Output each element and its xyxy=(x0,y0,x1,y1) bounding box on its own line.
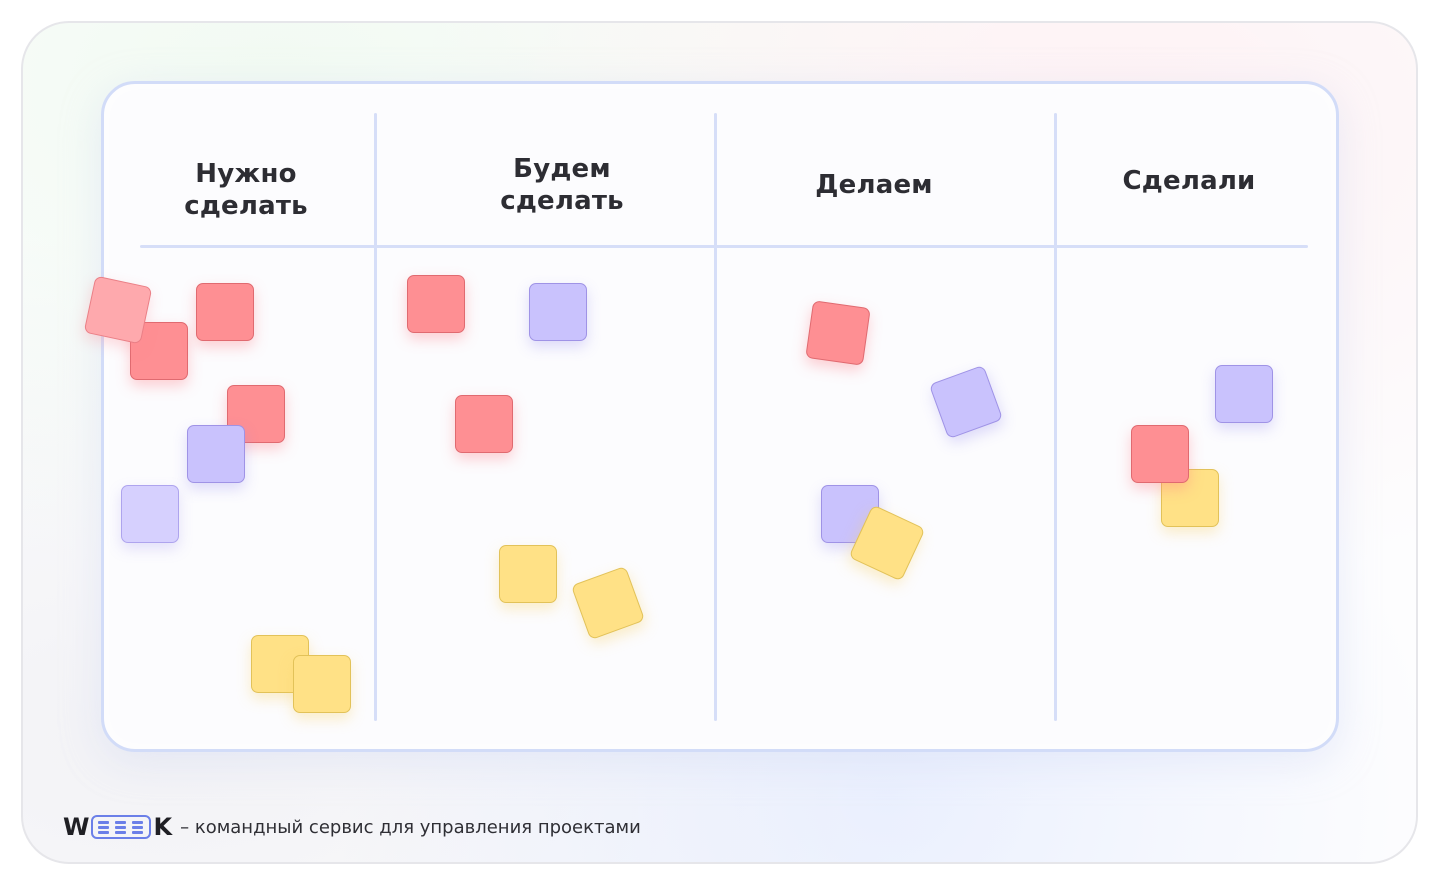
sticky-note-purple[interactable] xyxy=(187,425,245,483)
column-title-todo: Нужно сделать xyxy=(184,159,308,221)
sticky-note-red[interactable] xyxy=(407,275,465,333)
tagline: – командный сервис для управления проект… xyxy=(180,816,641,838)
column-divider xyxy=(1054,113,1057,721)
sticky-note-red[interactable] xyxy=(1131,425,1189,483)
column-divider xyxy=(714,113,717,721)
header-divider xyxy=(140,245,1308,248)
sticky-note-yellow[interactable] xyxy=(499,545,557,603)
sticky-note-purple[interactable] xyxy=(121,485,179,543)
sticky-note-yellow[interactable] xyxy=(293,655,351,713)
sticky-note-red[interactable] xyxy=(83,275,153,345)
logo-bars-icon xyxy=(91,815,152,839)
sticky-note-purple[interactable] xyxy=(529,283,587,341)
sticky-note-red[interactable] xyxy=(455,395,513,453)
sticky-note-purple[interactable] xyxy=(1215,365,1273,423)
column-divider xyxy=(374,113,377,721)
sticky-note-red[interactable] xyxy=(805,300,871,366)
logo-letter-w: W xyxy=(63,813,90,841)
weeek-logo: W K xyxy=(63,813,172,841)
footer: W K – командный сервис для управления пр… xyxy=(63,812,641,842)
column-title-done: Сделали xyxy=(1122,166,1256,196)
column-title-doing: Делаем xyxy=(815,170,933,200)
column-title-will-do: Будем сделать xyxy=(500,154,624,216)
logo-letter-k: K xyxy=(153,813,173,841)
sticky-note-red[interactable] xyxy=(196,283,254,341)
